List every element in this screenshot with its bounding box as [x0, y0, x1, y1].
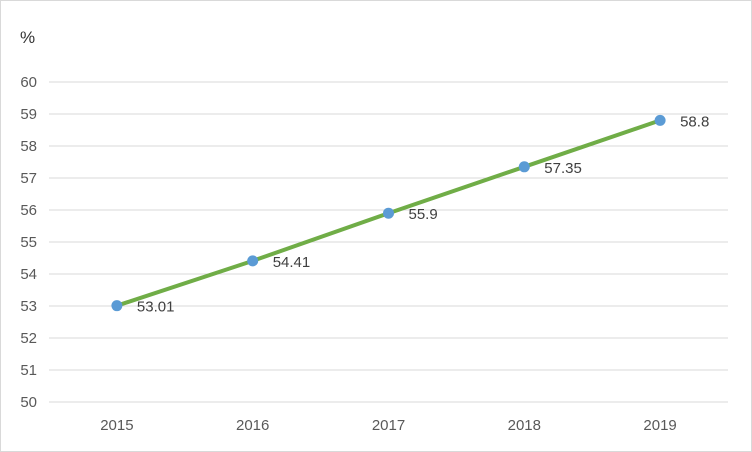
y-tick-label-50: 50: [20, 394, 37, 411]
x-tick-label-2017: 2017: [372, 417, 405, 434]
y-tick-label-56: 56: [20, 202, 37, 219]
data-point-2019: [654, 114, 666, 126]
y-tick-label-52: 52: [20, 330, 37, 347]
data-label-2017: 55.9: [409, 206, 438, 223]
y-tick-label-51: 51: [20, 362, 37, 379]
data-point-2017: [383, 207, 394, 219]
y-tick-label-58: 58: [20, 138, 37, 155]
y-tick-label-53: 53: [20, 298, 37, 315]
y-tick-label-54: 54: [20, 266, 37, 283]
y-tick-label-55: 55: [20, 234, 37, 251]
y-tick-label-59: 59: [20, 106, 37, 123]
data-label-2016: 54.41: [273, 254, 311, 271]
y-tick-label-57: 57: [20, 170, 37, 187]
data-point-2018: [518, 161, 530, 173]
data-point-2015: [111, 300, 123, 312]
data-point-2016: [247, 255, 259, 267]
x-tick-label-2016: 2016: [236, 417, 269, 434]
x-tick-label-2018: 2018: [508, 417, 541, 434]
data-label-2019: 58.8: [680, 113, 709, 130]
x-tick-label-2019: 2019: [643, 417, 676, 434]
data-label-2018: 57.35: [544, 160, 582, 177]
y-tick-label-60: 60: [20, 74, 37, 91]
data-label-2015: 53.01: [137, 299, 175, 316]
y-axis-unit-label: %: [20, 28, 36, 47]
x-tick-label-2015: 2015: [100, 417, 133, 434]
